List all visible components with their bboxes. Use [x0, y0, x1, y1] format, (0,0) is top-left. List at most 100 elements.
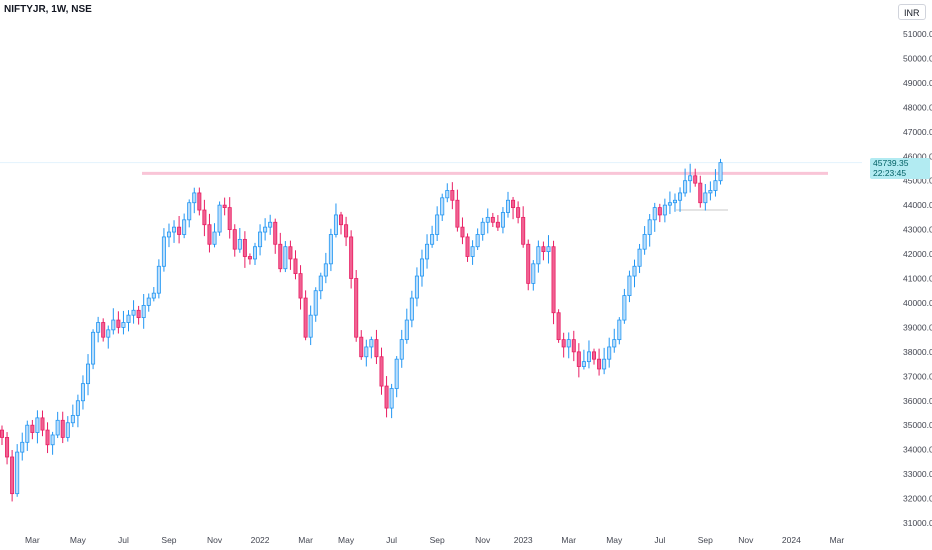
- candle: [303, 290, 308, 341]
- candle-body-down: [551, 246, 556, 314]
- candle-body-up: [581, 361, 586, 367]
- candle-body-down: [10, 456, 15, 495]
- candle-body-down: [657, 207, 662, 216]
- candle: [0, 425, 4, 445]
- y-tick-label: 48000.00: [903, 102, 932, 112]
- candle: [404, 308, 409, 344]
- candle-body-down: [571, 339, 576, 353]
- y-tick-label: 39000.00: [903, 322, 932, 332]
- candle: [607, 337, 612, 368]
- candle: [60, 411, 65, 444]
- candle-body-up: [131, 309, 136, 316]
- x-tick-label: Sep: [430, 535, 445, 545]
- candle: [688, 163, 693, 193]
- candle: [349, 230, 354, 289]
- candle-body-up: [389, 388, 394, 409]
- y-tick-label: 50000.00: [903, 53, 932, 63]
- candle-body-up: [35, 417, 40, 433]
- candle: [521, 206, 526, 248]
- candle-body-up: [435, 214, 440, 235]
- candle: [657, 203, 662, 223]
- candle: [227, 197, 232, 239]
- candle-body-up: [308, 314, 313, 338]
- candle: [445, 183, 450, 203]
- candle-body-up: [25, 424, 30, 443]
- candle-body-down: [197, 192, 202, 211]
- candle-body-up: [713, 180, 718, 191]
- candle-body-down: [379, 356, 384, 387]
- candle: [298, 265, 303, 310]
- candle: [505, 191, 510, 218]
- x-tick-label: 2022: [251, 535, 270, 545]
- candle-body-up: [536, 246, 541, 265]
- bar-countdown: 22:23:45: [873, 168, 907, 178]
- candle-body-down: [521, 216, 526, 245]
- candle-body-up: [237, 238, 242, 250]
- candle: [242, 231, 247, 268]
- candle: [65, 416, 70, 442]
- candle-body-up: [192, 192, 197, 204]
- candle: [500, 207, 505, 234]
- candle: [91, 329, 96, 370]
- candle-body-down: [698, 182, 703, 204]
- x-tick-label: Nov: [475, 535, 491, 545]
- candle: [480, 217, 485, 241]
- x-tick-label: Jul: [386, 535, 397, 545]
- candle: [470, 240, 475, 265]
- candle: [394, 356, 399, 398]
- candle: [10, 450, 15, 502]
- candle: [50, 431, 55, 455]
- candle-body-up: [111, 319, 116, 331]
- candle-body-up: [632, 265, 637, 277]
- candle: [708, 181, 713, 201]
- y-tick-label: 45000.00: [903, 176, 932, 186]
- candle: [187, 199, 192, 228]
- candle: [511, 196, 516, 220]
- candle-body-up: [652, 207, 657, 221]
- candle: [207, 213, 212, 253]
- candle: [678, 187, 683, 212]
- currency-button[interactable]: INR: [898, 4, 926, 20]
- candles-layer: [0, 158, 723, 502]
- y-tick-label: 47000.00: [903, 127, 932, 137]
- candle: [106, 325, 111, 349]
- candle-body-up: [55, 419, 60, 436]
- candle: [389, 383, 394, 419]
- candle-body-up: [268, 221, 273, 228]
- candle: [146, 293, 151, 312]
- candle: [70, 404, 75, 428]
- candle-body-up: [15, 451, 20, 495]
- candle: [40, 410, 45, 437]
- candle-body-up: [318, 275, 323, 292]
- y-tick-label: 49000.00: [903, 78, 932, 88]
- candle: [161, 228, 166, 272]
- candle-body-up: [333, 214, 338, 235]
- candle-body-up: [328, 234, 333, 265]
- candle: [576, 343, 581, 378]
- candle: [592, 348, 597, 365]
- candle: [364, 339, 369, 367]
- candle: [672, 193, 677, 212]
- x-axis[interactable]: Mar May Jul Sep Nov 2022 Mar May Jul Sep Nov 2023 Ma…: [25, 535, 844, 545]
- candle: [374, 329, 379, 365]
- candle: [566, 332, 571, 359]
- candle: [485, 208, 490, 234]
- x-tick-label: 2024: [782, 535, 801, 545]
- x-tick-label: Jul: [118, 535, 129, 545]
- candle-body-up: [212, 231, 217, 245]
- candle: [131, 300, 136, 324]
- y-axis[interactable]: 31000.00 32000.00 33000.00 34000.00 35000.00…: [903, 29, 932, 528]
- candle-body-down: [298, 273, 303, 299]
- candle: [551, 240, 556, 325]
- candle-body-up: [263, 226, 268, 233]
- level-lines: [0, 162, 862, 211]
- candle-body-up: [505, 199, 510, 213]
- candle: [450, 182, 455, 210]
- symbol-label[interactable]: NIFTYJR, 1W, NSE: [4, 4, 92, 15]
- candle: [86, 354, 91, 396]
- x-tick-label: 2023: [514, 535, 533, 545]
- candle: [652, 202, 657, 232]
- y-tick-label: 41000.00: [903, 274, 932, 284]
- candle: [25, 420, 30, 451]
